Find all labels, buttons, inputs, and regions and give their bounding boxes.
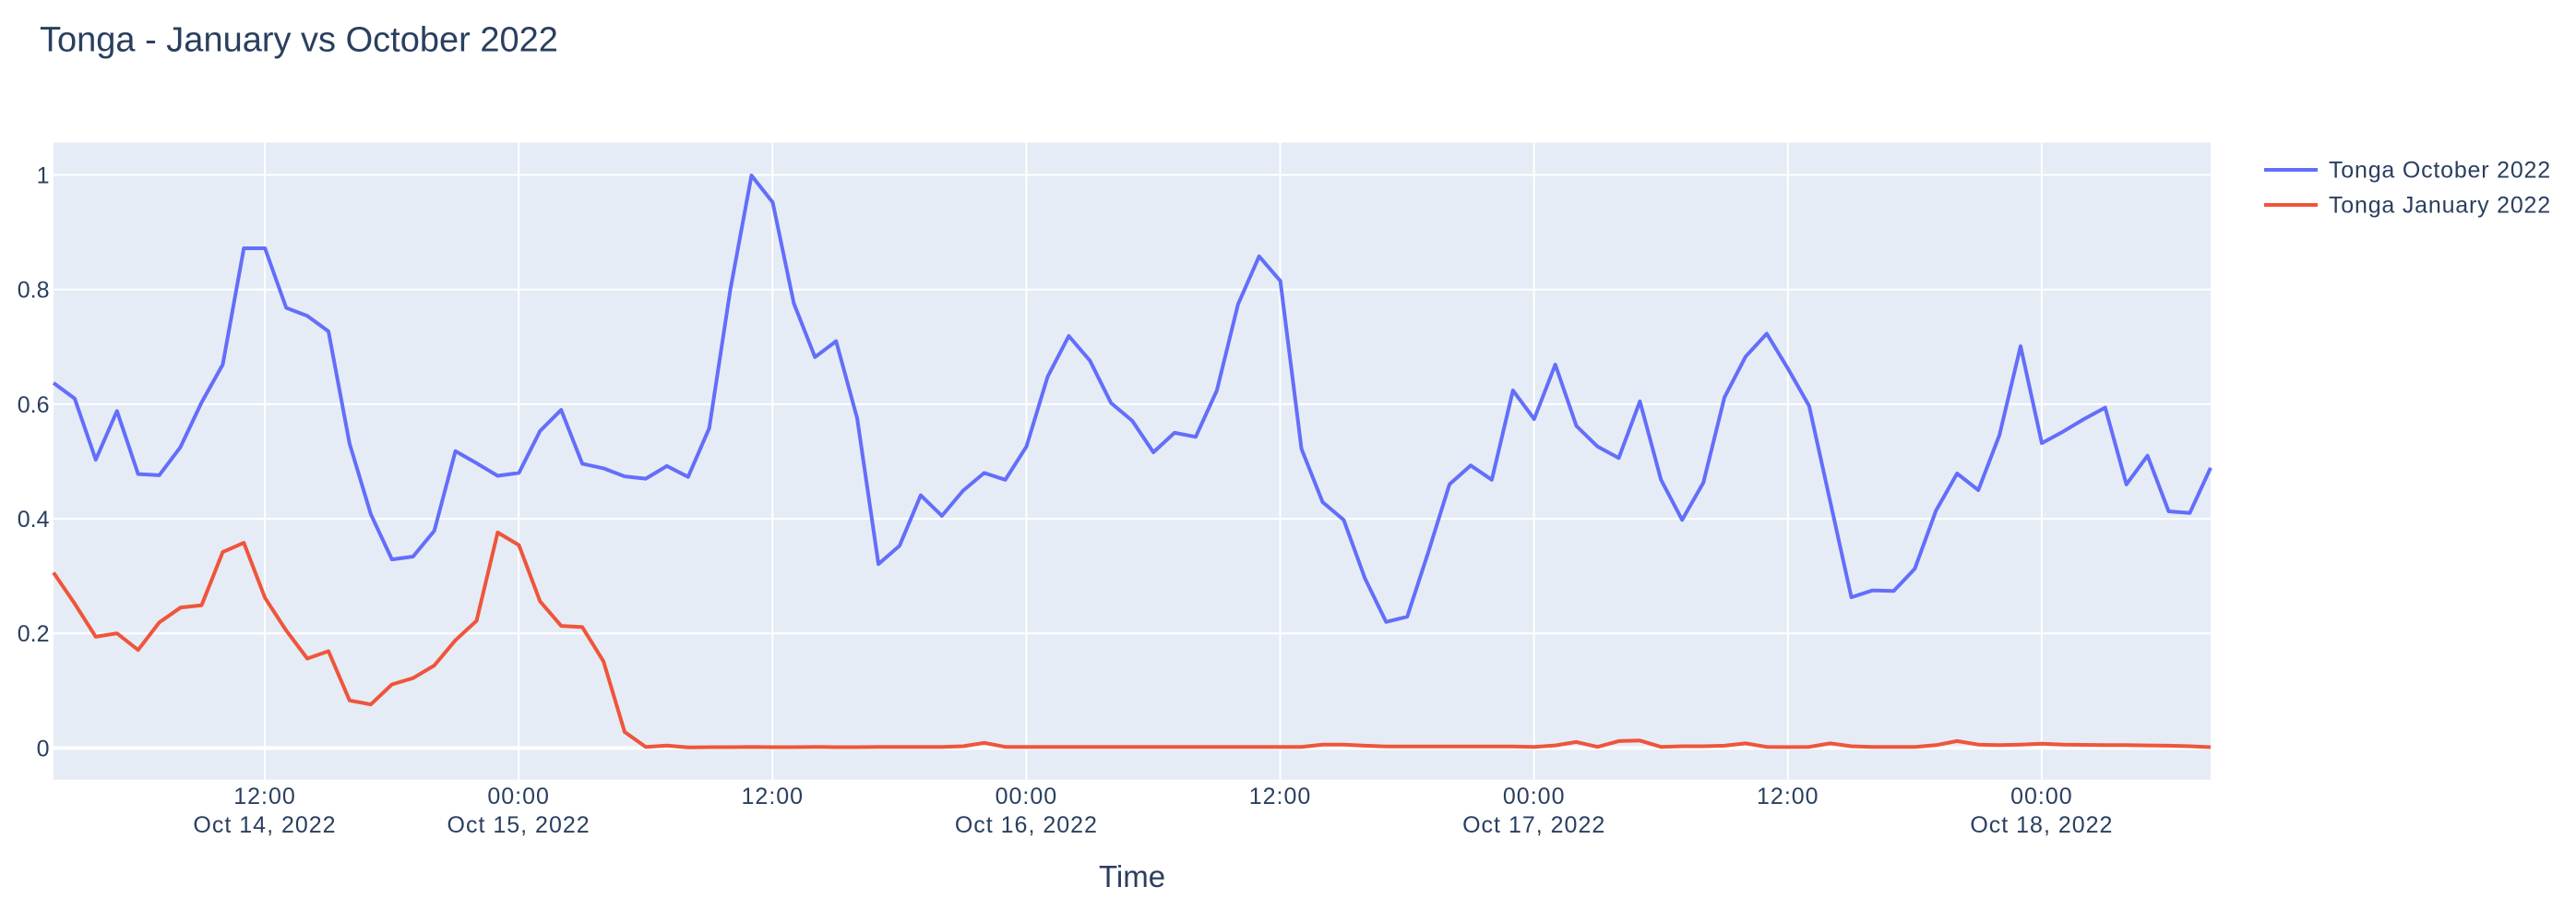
- svg-text:Tonga October 2022: Tonga October 2022: [2329, 158, 2551, 184]
- svg-text:Time: Time: [1099, 859, 1165, 893]
- svg-text:0.4: 0.4: [18, 507, 50, 533]
- svg-text:Tonga January 2022: Tonga January 2022: [2329, 193, 2551, 219]
- svg-text:0.2: 0.2: [18, 621, 50, 647]
- svg-text:0.6: 0.6: [18, 392, 50, 418]
- svg-text:Oct 18, 2022: Oct 18, 2022: [1970, 812, 2113, 838]
- svg-text:Tonga - January vs October 202: Tonga - January vs October 2022: [40, 21, 558, 60]
- svg-text:0: 0: [37, 736, 50, 761]
- svg-text:00:00: 00:00: [2010, 784, 2073, 809]
- svg-text:Oct 14, 2022: Oct 14, 2022: [193, 812, 336, 838]
- svg-text:12:00: 12:00: [742, 784, 805, 809]
- svg-text:Oct 15, 2022: Oct 15, 2022: [447, 812, 590, 838]
- svg-text:Oct 16, 2022: Oct 16, 2022: [955, 812, 1098, 838]
- svg-text:0.8: 0.8: [18, 278, 50, 304]
- svg-text:12:00: 12:00: [233, 784, 296, 809]
- svg-text:00:00: 00:00: [996, 784, 1058, 809]
- svg-text:1: 1: [37, 163, 50, 189]
- svg-text:12:00: 12:00: [1757, 784, 1819, 809]
- svg-text:00:00: 00:00: [487, 784, 550, 809]
- svg-text:00:00: 00:00: [1503, 784, 1566, 809]
- svg-text:Oct 17, 2022: Oct 17, 2022: [1462, 812, 1605, 838]
- svg-text:12:00: 12:00: [1249, 784, 1312, 809]
